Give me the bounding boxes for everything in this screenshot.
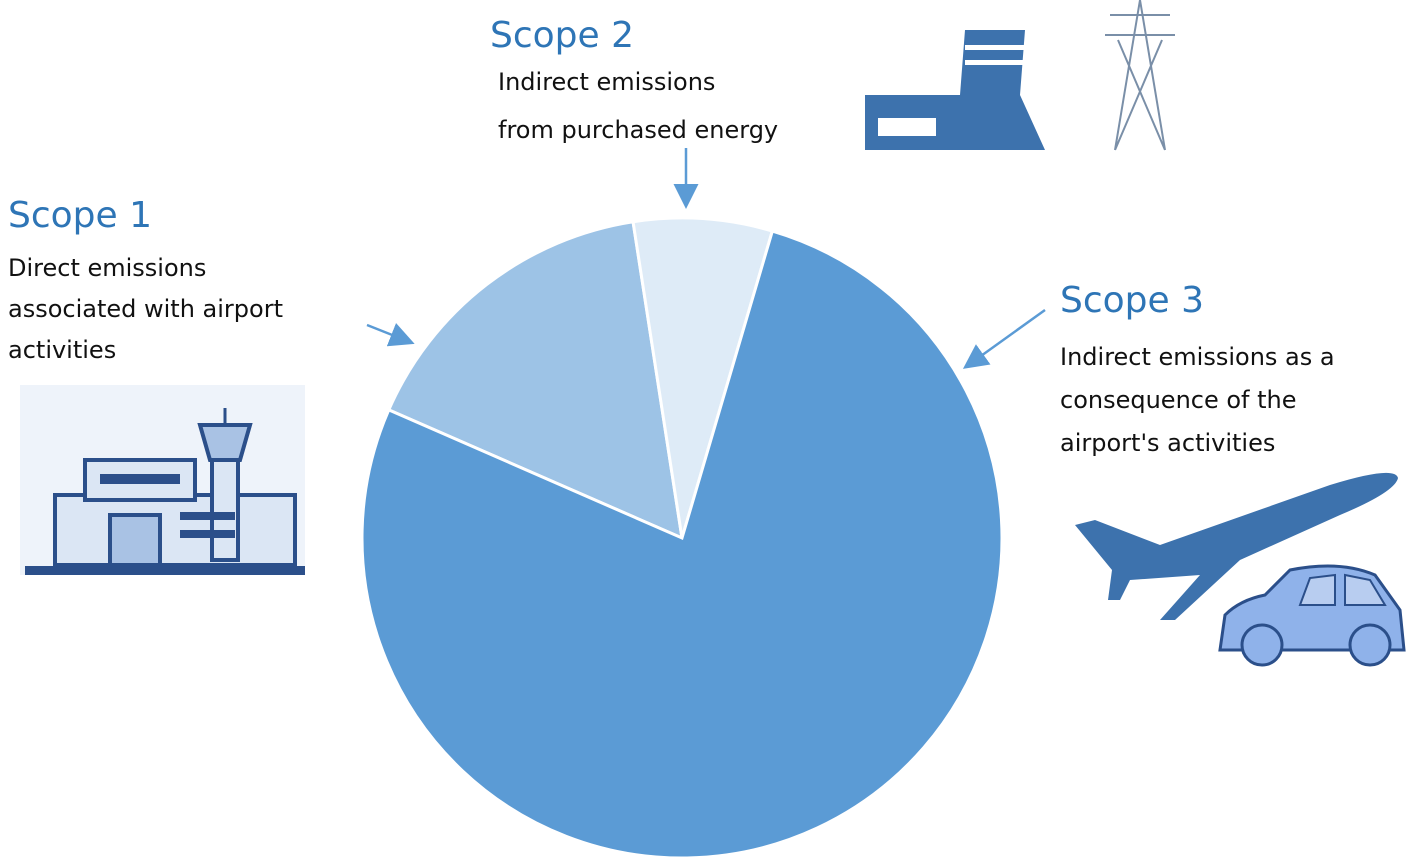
scope-description: airport's activities — [1060, 429, 1275, 457]
scope-description: consequence of the — [1060, 386, 1297, 414]
scope-title: Scope 3 — [1060, 280, 1204, 321]
scope-title: Scope 2 — [490, 15, 634, 56]
pie — [360, 216, 1004, 859]
pie-slice — [631, 216, 775, 539]
scope-title: Scope 1 — [8, 195, 152, 236]
scope-description: Indirect emissions — [498, 68, 715, 96]
scope-description: Indirect emissions as a — [1060, 343, 1335, 371]
pylon-icon — [1105, 0, 1175, 151]
pie-slice — [386, 220, 684, 541]
scope-description: activities — [8, 336, 116, 364]
pie-slice — [360, 229, 1004, 859]
airplane-icon — [1075, 472, 1398, 620]
arrows — [366, 148, 1046, 369]
airport-icon — [20, 385, 305, 575]
scope-description: Direct emissions — [8, 254, 206, 282]
power-plant-icon — [865, 30, 1045, 150]
car-icon — [1218, 564, 1406, 667]
scope-description: associated with airport — [8, 295, 283, 323]
labels: Scope 1 Direct emissions associated with a… — [8, 15, 1335, 457]
scope-description: from purchased energy — [498, 116, 778, 144]
